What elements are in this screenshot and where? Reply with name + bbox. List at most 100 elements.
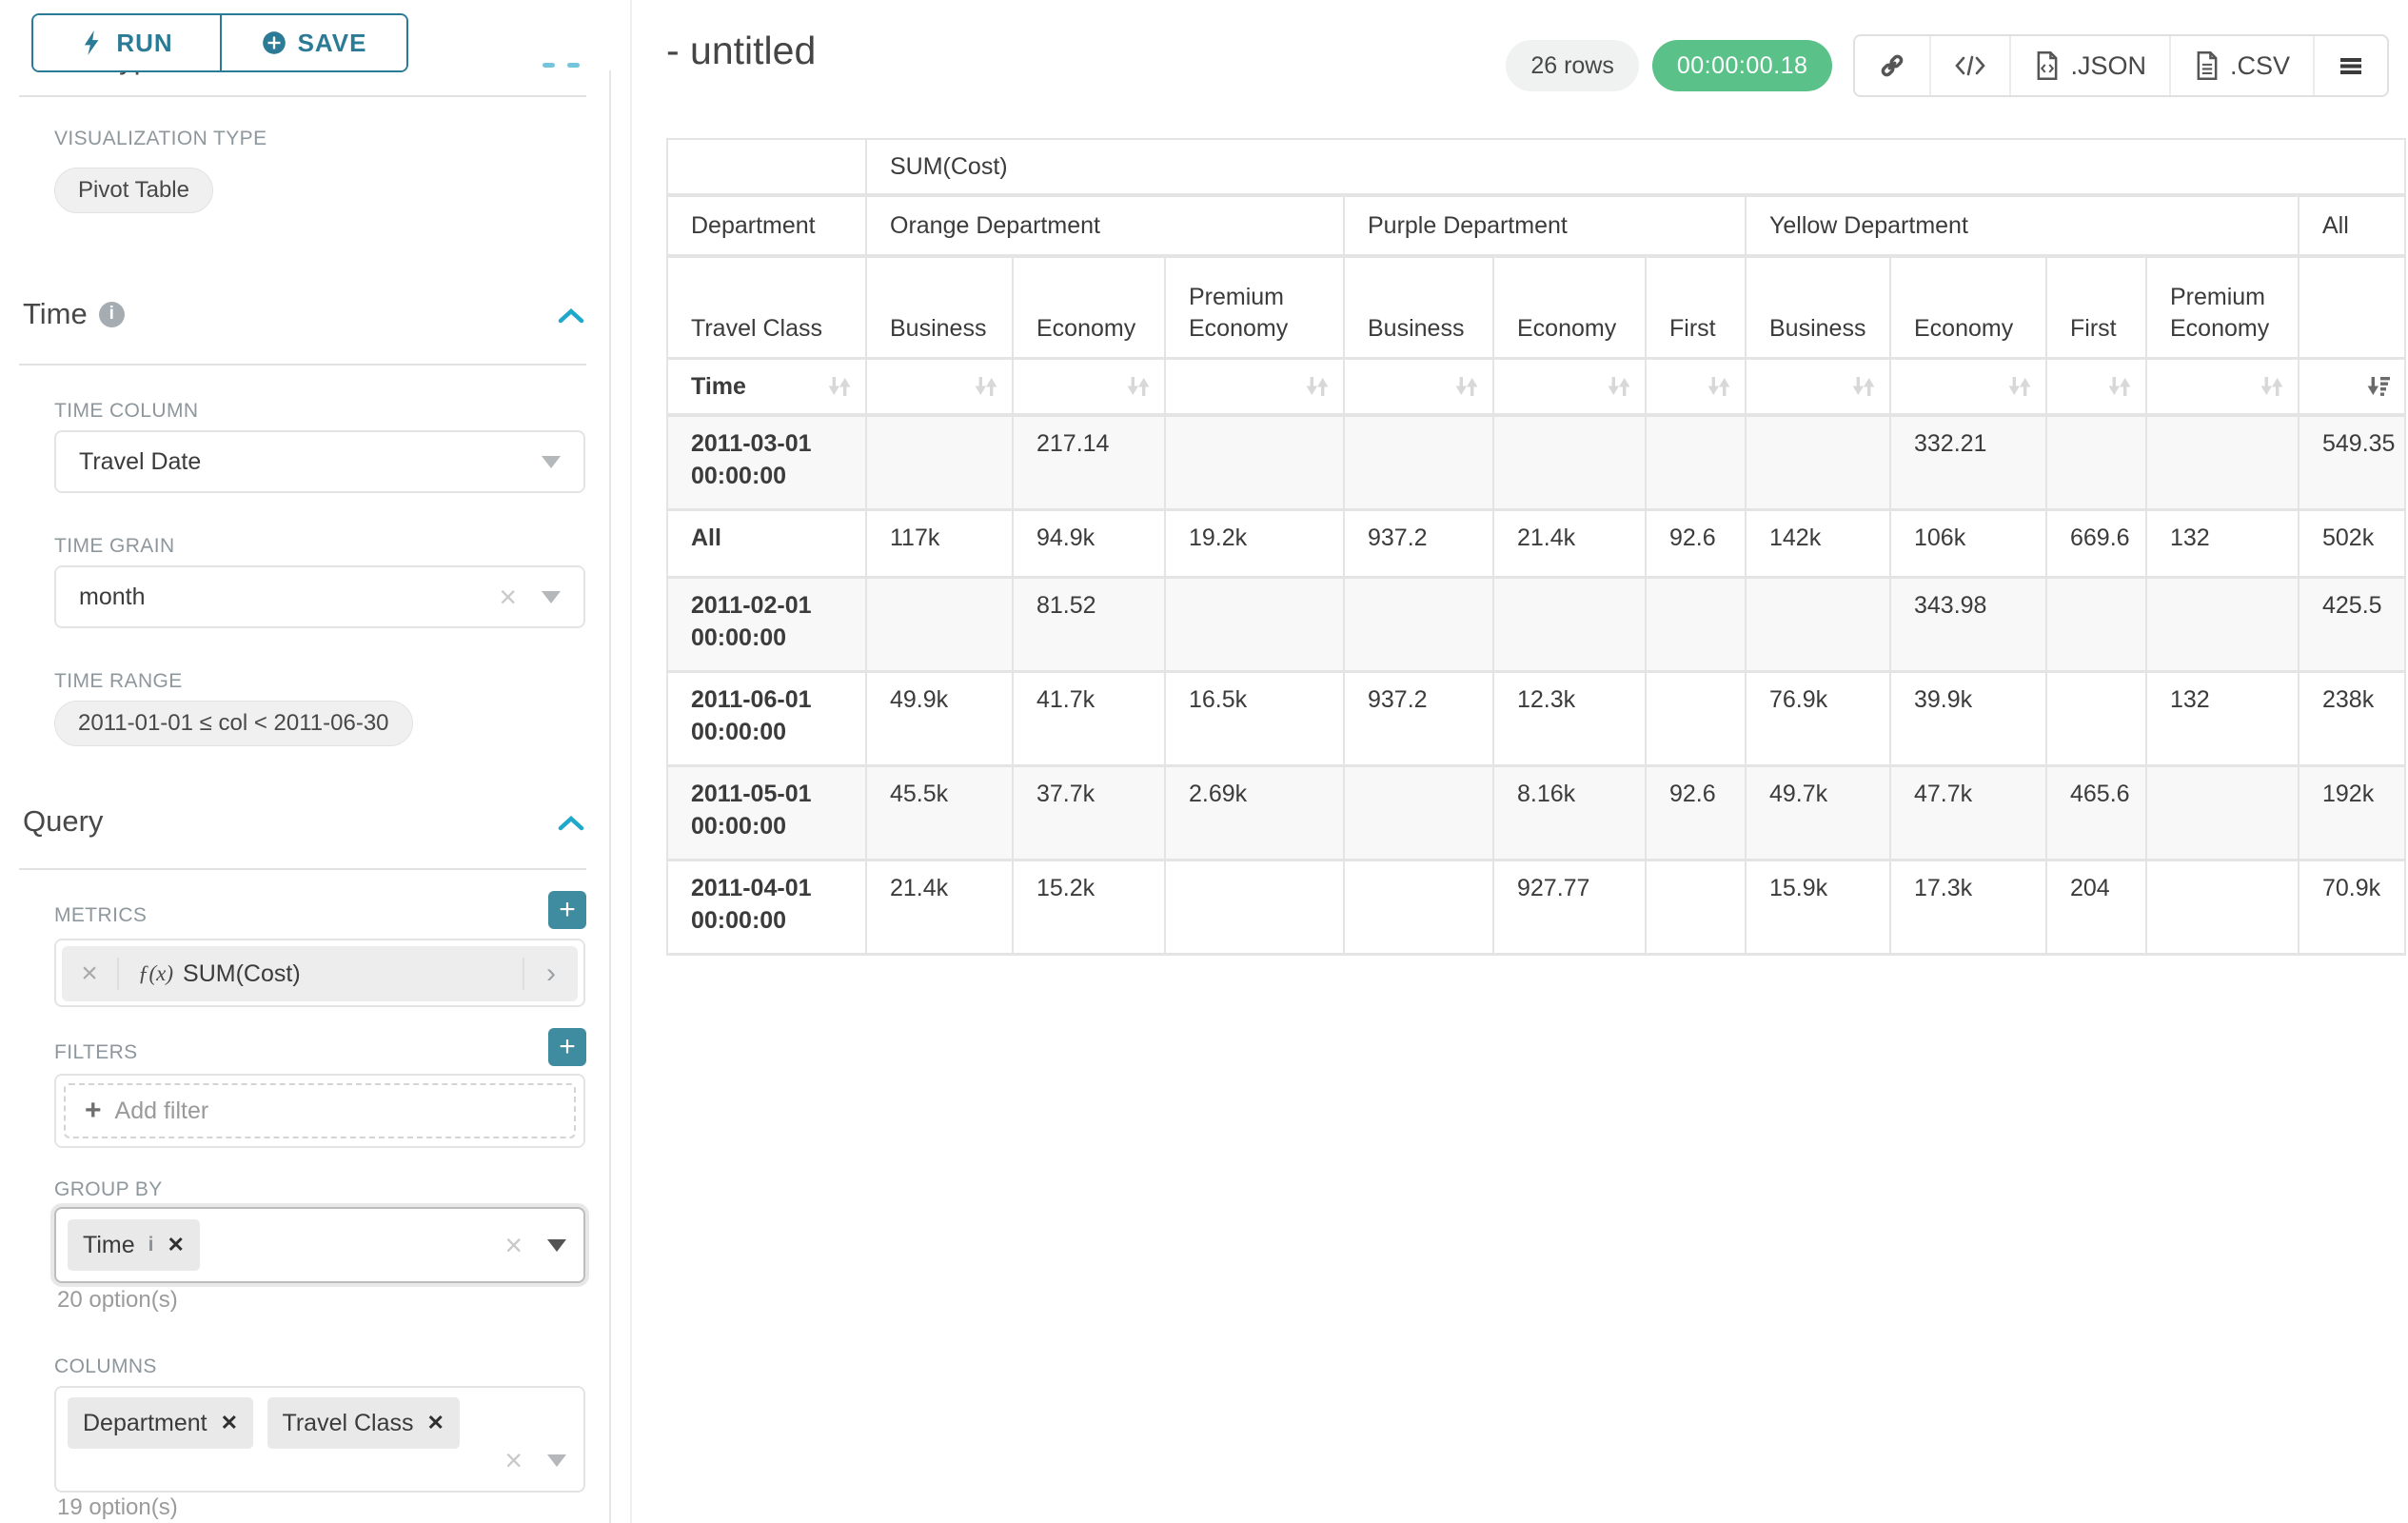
value-cell: 465.6	[2045, 764, 2147, 861]
sort-cell[interactable]	[1012, 357, 1166, 417]
value-cell	[1645, 670, 1747, 767]
value-cell	[2145, 859, 2299, 956]
value-cell: 21.4k	[865, 859, 1014, 956]
sort-cell[interactable]	[2297, 357, 2407, 417]
sort-icon[interactable]	[1303, 372, 1332, 401]
sort-icon[interactable]	[1605, 372, 1633, 401]
sort-icon[interactable]	[1124, 372, 1153, 401]
sort-cell[interactable]	[2045, 357, 2147, 417]
chevron-up-icon[interactable]	[556, 307, 586, 326]
chevron-down-icon[interactable]	[547, 1454, 566, 1467]
travel-class-cell: Economy	[1012, 255, 1166, 360]
sort-icon[interactable]	[825, 372, 854, 401]
sort-desc-icon[interactable]	[2364, 372, 2393, 401]
table-row: 2011-03-01 00:00:00 217.14 332.21 549.35	[666, 414, 2407, 511]
chevron-down-icon[interactable]	[542, 590, 561, 603]
sort-cell[interactable]	[1745, 357, 1891, 417]
sort-cell[interactable]	[1645, 357, 1747, 417]
value-cell: 132	[2145, 508, 2299, 579]
travel-class-cell: Business	[1745, 255, 1891, 360]
groupby-select[interactable]: Time i ✕ ×	[54, 1207, 585, 1283]
clear-icon[interactable]: ×	[499, 580, 517, 614]
value-cell: 425.5	[2297, 576, 2407, 673]
sort-icon[interactable]	[2005, 372, 2034, 401]
value-cell	[1745, 576, 1891, 673]
value-cell: 15.9k	[1745, 859, 1891, 956]
travel-class-cell: Economy	[1492, 255, 1647, 360]
remove-metric-icon[interactable]: ×	[62, 958, 119, 990]
travel-class-cell: Premium Economy	[1164, 255, 1345, 360]
chevron-up-icon[interactable]	[556, 814, 586, 833]
remove-chip-icon[interactable]: ✕	[426, 1411, 444, 1434]
travel-class-header-row: Travel Class Business Economy Premium Econ…	[666, 255, 2407, 360]
clear-icon[interactable]: ×	[504, 1443, 523, 1477]
time-grain-value: month	[79, 583, 146, 610]
columns-select[interactable]: Department ✕ Travel Class ✕ ×	[54, 1386, 585, 1493]
sort-icon[interactable]	[1849, 372, 1878, 401]
export-csv-button[interactable]: .CSV	[2168, 36, 2313, 95]
view-query-button[interactable]	[1929, 36, 2009, 95]
add-metric-button[interactable]: +	[548, 891, 586, 929]
sort-header-row: Time	[666, 357, 2407, 417]
value-cell	[2145, 414, 2299, 511]
chevron-down-icon[interactable]	[542, 455, 561, 468]
bolt-icon	[80, 30, 105, 56]
panel-splitter[interactable]	[609, 0, 611, 1523]
clear-icon[interactable]: ×	[504, 1228, 523, 1262]
value-cell	[1343, 764, 1494, 861]
save-button[interactable]: SAVE	[220, 15, 406, 70]
row-count-badge: 26 rows	[1506, 40, 1639, 91]
pivot-table-container: SUM(Cost) Department Orange Department Pu…	[666, 138, 2407, 956]
sort-cell[interactable]	[865, 357, 1014, 417]
time-column-select[interactable]: Travel Date	[54, 430, 585, 493]
value-cell: 92.6	[1645, 508, 1747, 579]
metric-pill[interactable]: × ƒ(x) SUM(Cost) ›	[62, 946, 578, 1001]
share-link-button[interactable]	[1855, 36, 1929, 95]
file-code-icon	[2034, 50, 2061, 81]
hamburger-icon	[2338, 54, 2364, 77]
chevron-down-icon[interactable]	[547, 1238, 566, 1252]
row-label-cell: All	[666, 508, 867, 579]
export-json-button[interactable]: .JSON	[2009, 36, 2169, 95]
value-cell: 19.2k	[1164, 508, 1345, 579]
time-row-label: Time	[691, 372, 746, 400]
row-label-cell: 2011-06-01 00:00:00	[666, 670, 867, 767]
menu-button[interactable]	[2313, 36, 2387, 95]
time-grain-select[interactable]: month ×	[54, 565, 585, 628]
remove-chip-icon[interactable]: ✕	[220, 1411, 239, 1434]
value-cell	[1343, 414, 1494, 511]
csv-label: .CSV	[2229, 50, 2290, 80]
sort-cell[interactable]	[1164, 357, 1345, 417]
groupby-chip[interactable]: Time i ✕	[68, 1219, 200, 1271]
sort-icon[interactable]	[1705, 372, 1733, 401]
remove-chip-icon[interactable]: ✕	[167, 1233, 185, 1256]
sort-icon[interactable]	[972, 372, 1000, 401]
value-cell	[2045, 670, 2147, 767]
sort-icon[interactable]	[2105, 372, 2134, 401]
value-cell: 142k	[1745, 508, 1891, 579]
info-icon[interactable]: i	[148, 1234, 154, 1256]
collapse-caret-fragment-icon	[543, 63, 555, 68]
value-cell	[2045, 414, 2147, 511]
sort-icon[interactable]	[1452, 372, 1481, 401]
sort-cell[interactable]	[2145, 357, 2299, 417]
sort-icon[interactable]	[2258, 372, 2286, 401]
sort-cell[interactable]	[1889, 357, 2047, 417]
sort-cell[interactable]	[1492, 357, 1647, 417]
chevron-right-icon[interactable]: ›	[523, 958, 578, 990]
panel-splitter-edge	[630, 0, 632, 1523]
time-range-chip[interactable]: 2011-01-01 ≤ col < 2011-06-30	[54, 701, 413, 746]
export-toolbar: .JSON .CSV	[1853, 34, 2389, 97]
plus-icon: +	[85, 1095, 102, 1126]
add-filter-plus-button[interactable]: +	[548, 1028, 586, 1066]
viz-type-chip[interactable]: Pivot Table	[54, 168, 213, 213]
value-cell	[1645, 576, 1747, 673]
sort-cell[interactable]	[1343, 357, 1494, 417]
department-group-cell: Yellow Department	[1745, 194, 2299, 258]
time-sort-cell[interactable]: Time	[666, 357, 867, 417]
columns-chip[interactable]: Travel Class ✕	[266, 1397, 460, 1449]
columns-chip[interactable]: Department ✕	[68, 1397, 254, 1449]
add-filter-button[interactable]: + Add filter	[64, 1083, 576, 1138]
run-button[interactable]: RUN	[33, 15, 220, 70]
filters-box: + Add filter	[54, 1074, 585, 1148]
